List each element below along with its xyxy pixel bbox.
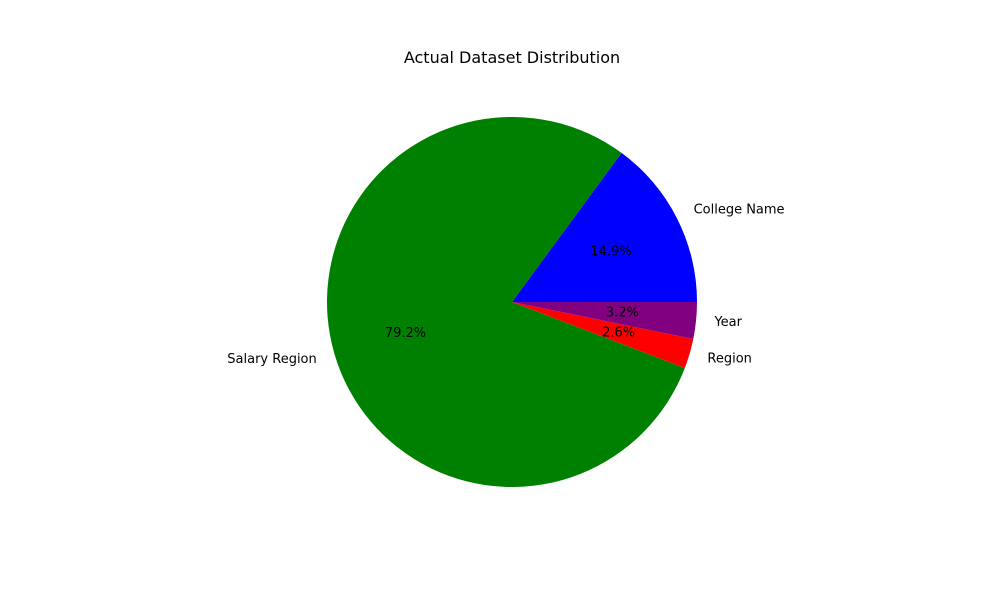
pct-label-region: 2.6%: [602, 325, 635, 340]
pie-slice-college-name: [512, 152, 697, 302]
category-label-college-name: College Name: [694, 203, 785, 218]
pie-slice-salary-region: [326, 117, 685, 488]
category-label-year: Year: [713, 315, 742, 330]
pie-labels: 14.9% College Name 79.2% Salary Region 2.6% R…: [227, 203, 784, 367]
category-label-region: Region: [707, 351, 752, 366]
chart-title: Actual Dataset Distribution: [404, 48, 620, 67]
pct-label-salary-region: 79.2%: [385, 326, 426, 341]
pie-slices: [326, 117, 697, 488]
pct-label-college-name: 14.9%: [590, 244, 631, 259]
pct-label-year: 3.2%: [606, 306, 639, 321]
pie-slice-region: [512, 302, 694, 368]
category-label-salary-region: Salary Region: [227, 352, 316, 367]
pie-slice-year: [512, 302, 697, 339]
